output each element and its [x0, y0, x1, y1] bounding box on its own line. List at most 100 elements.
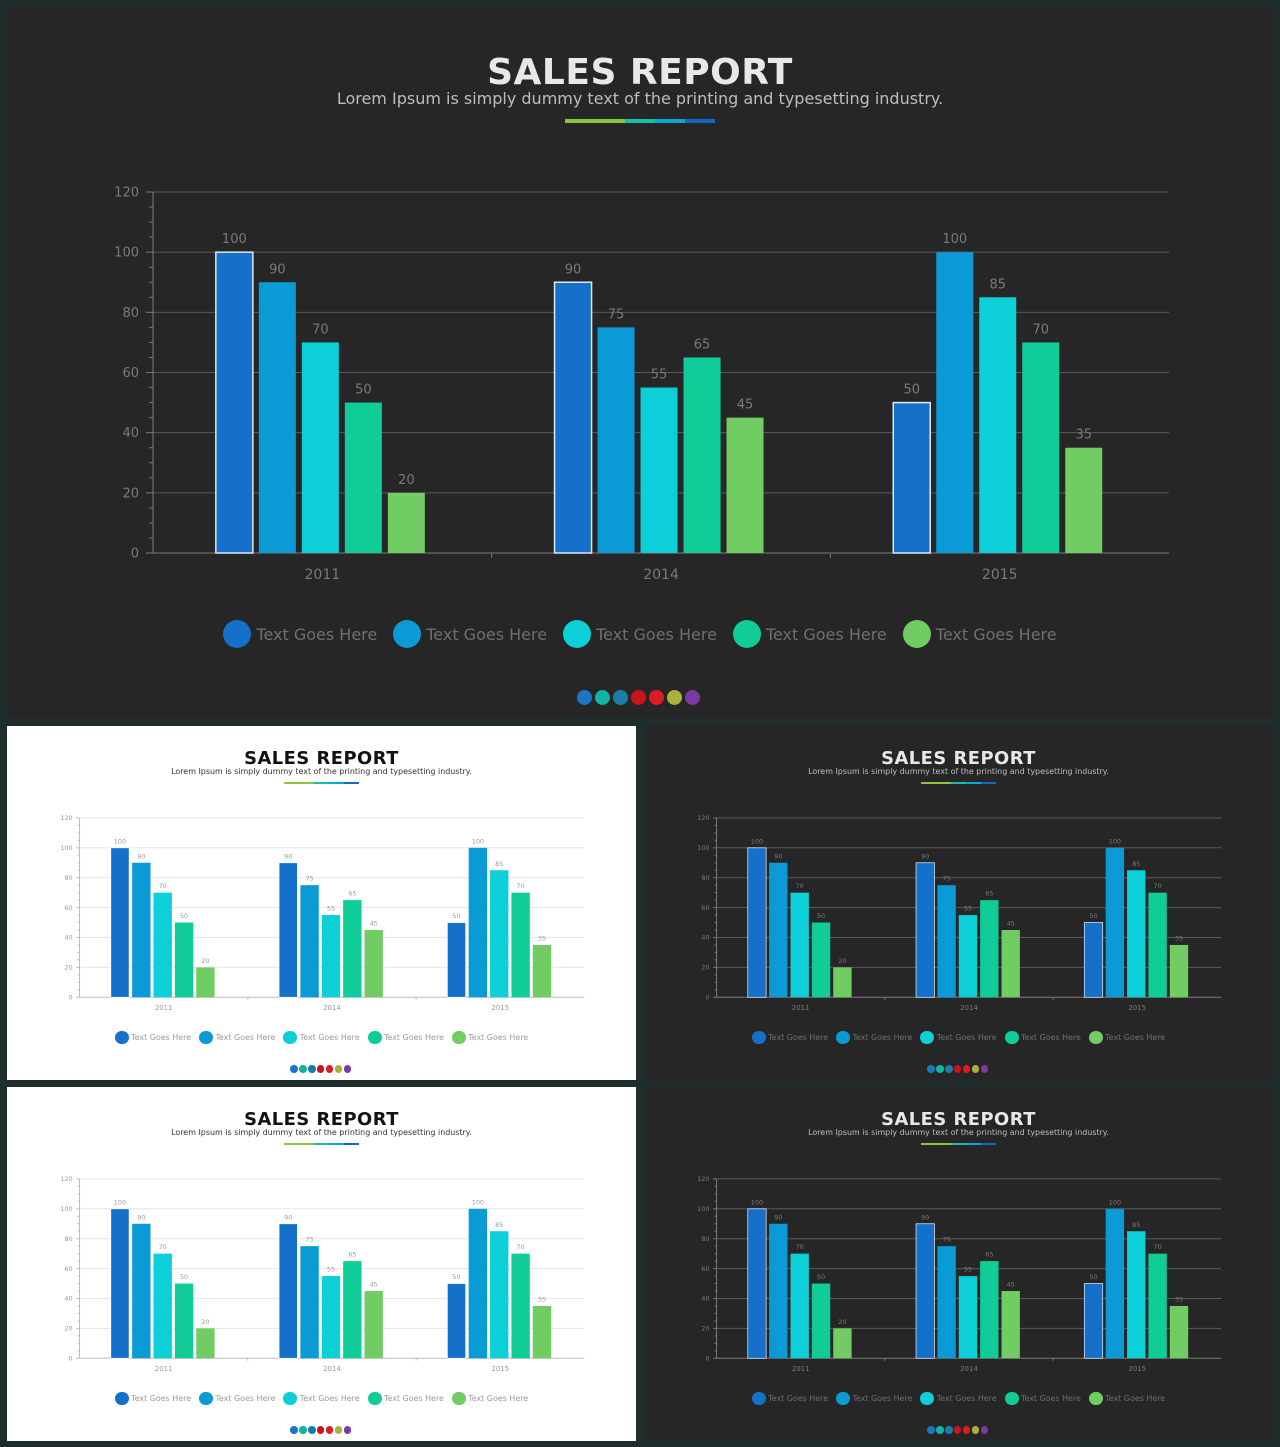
- data-label: 45: [1007, 1281, 1015, 1289]
- slide-thumbnail[interactable]: SALES REPORT Lorem Ipsum is simply dummy …: [7, 1087, 636, 1441]
- bar: [980, 900, 999, 998]
- legend-label: Text Goes Here: [1105, 1033, 1166, 1042]
- bar: [980, 1261, 999, 1359]
- legend-item: Text Goes Here: [1004, 1030, 1081, 1045]
- legend-swatch: [114, 1391, 129, 1406]
- y-tick-label: 40: [64, 934, 72, 942]
- slide-thumbnail[interactable]: SALES REPORT Lorem Ipsum is simply dummy …: [644, 726, 1273, 1080]
- data-label: 85: [495, 1221, 503, 1229]
- bar: [1065, 447, 1103, 553]
- accent-divider: [284, 1142, 359, 1145]
- theme-dot: [290, 1065, 298, 1073]
- x-tick-label: 2011: [155, 1365, 173, 1373]
- legend-item: Text Goes Here: [1004, 1391, 1081, 1406]
- legend-item: Text Goes Here: [393, 620, 547, 648]
- bar: [364, 930, 383, 998]
- bar: [958, 915, 978, 998]
- legend-swatch: [114, 1030, 129, 1045]
- legend-item: Text Goes Here: [920, 1030, 997, 1045]
- legend-label: Text Goes Here: [936, 1394, 997, 1403]
- legend-label: Text Goes Here: [765, 624, 887, 644]
- legend-swatch: [199, 1030, 213, 1045]
- theme-dot: [334, 1426, 343, 1434]
- data-label: 70: [1032, 322, 1049, 337]
- legend-label: Text Goes Here: [768, 1033, 829, 1042]
- legend-swatch: [836, 1030, 850, 1045]
- y-tick-label: 0: [705, 1355, 709, 1363]
- data-label: 75: [305, 1236, 313, 1244]
- legend-label: Text Goes Here: [468, 1033, 529, 1042]
- theme-dot: [980, 1426, 989, 1434]
- accent-divider: [565, 119, 715, 123]
- y-tick-label: 20: [701, 964, 709, 972]
- data-label: 55: [327, 1266, 335, 1274]
- y-tick-label: 60: [122, 366, 139, 381]
- theme-dot: [954, 1065, 962, 1073]
- data-label: 75: [942, 1236, 950, 1244]
- bar: [1148, 1253, 1167, 1359]
- y-tick-label: 20: [64, 964, 72, 972]
- slide-thumbnail[interactable]: SALES REPORT Lorem Ipsum is simply dummy …: [7, 726, 636, 1080]
- x-tick-label: 2011: [792, 1365, 810, 1373]
- y-tick-label: 120: [114, 186, 139, 201]
- theme-dot: [962, 1426, 971, 1434]
- data-label: 70: [517, 1243, 525, 1251]
- data-label: 35: [1075, 428, 1092, 443]
- data-label: 100: [1109, 837, 1121, 845]
- x-tick-label: 2015: [982, 567, 1018, 583]
- bar: [490, 870, 509, 998]
- theme-dot: [299, 1426, 307, 1434]
- bar: [937, 1246, 956, 1359]
- data-label: 100: [222, 232, 247, 247]
- legend-label: Text Goes Here: [1105, 1394, 1166, 1403]
- data-label: 75: [942, 875, 950, 883]
- y-tick-label: 40: [122, 426, 139, 441]
- bar: [511, 892, 530, 998]
- y-tick-label: 0: [131, 547, 139, 562]
- y-tick-label: 80: [64, 1235, 72, 1243]
- slide-thumbnail[interactable]: SALES REPORT Lorem Ipsum is simply dummy …: [644, 1087, 1273, 1441]
- legend-swatch: [367, 1391, 382, 1406]
- bar: [769, 862, 788, 998]
- data-label: 50: [180, 912, 188, 920]
- legend-item: Text Goes Here: [283, 1030, 360, 1045]
- bar: [344, 402, 382, 553]
- bar: [278, 862, 298, 998]
- bar-chart: 0 20 40 60 80 100 120 100 90 70 50 20 2011 90 75 55 65 45…: [697, 814, 1222, 1012]
- theme-dot: [631, 690, 646, 705]
- legend-label: Text Goes Here: [215, 1394, 276, 1403]
- data-label: 90: [921, 852, 929, 860]
- x-tick-label: 2011: [155, 1004, 173, 1012]
- theme-dot: [325, 1426, 334, 1434]
- accent-divider: [921, 781, 996, 784]
- data-label: 100: [472, 837, 484, 845]
- data-label: 70: [159, 882, 167, 890]
- data-label: 90: [774, 1213, 782, 1221]
- y-tick-label: 100: [60, 1205, 72, 1213]
- main-slide: SALES REPORT Lorem Ipsum is simply dummy …: [7, 7, 1273, 718]
- data-label: 50: [355, 383, 372, 398]
- y-tick-label: 40: [701, 934, 709, 942]
- data-label: 90: [921, 1213, 929, 1221]
- data-label: 90: [284, 1213, 292, 1221]
- legend-label: Text Goes Here: [768, 1394, 829, 1403]
- data-label: 45: [370, 1281, 378, 1289]
- data-label: 50: [817, 1273, 825, 1281]
- theme-dot: [936, 1065, 944, 1073]
- data-label: 65: [348, 890, 356, 898]
- bar: [640, 387, 678, 553]
- legend-item: Text Goes Here: [563, 620, 717, 648]
- theme-dot: [927, 1065, 935, 1073]
- theme-dot: [290, 1426, 298, 1434]
- slide-title: SALES REPORT: [244, 747, 399, 769]
- y-tick-label: 60: [701, 1265, 709, 1273]
- legend-label: Text Goes Here: [468, 1394, 529, 1403]
- y-tick-label: 60: [64, 904, 72, 912]
- data-label: 20: [398, 473, 415, 488]
- data-label: 70: [159, 1243, 167, 1251]
- data-label: 50: [452, 1273, 460, 1281]
- legend-item: Text Goes Here: [367, 1030, 444, 1045]
- bar: [769, 1223, 788, 1359]
- x-tick-label: 2014: [960, 1365, 978, 1373]
- y-tick-label: 20: [701, 1325, 709, 1333]
